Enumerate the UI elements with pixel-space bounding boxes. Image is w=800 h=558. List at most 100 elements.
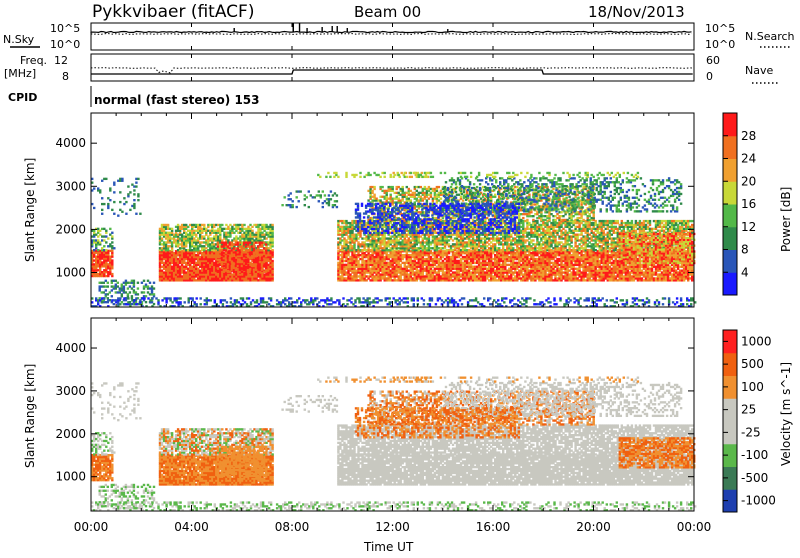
- power-cell: [105, 241, 107, 243]
- power-cell: [137, 293, 139, 295]
- power-cell: [121, 178, 123, 180]
- power-cell: [582, 254, 584, 256]
- power-cell: [181, 224, 183, 226]
- power-cell: [623, 268, 625, 270]
- power-cell: [107, 285, 109, 287]
- power-cell: [181, 228, 183, 230]
- freq-unit-label: [MHz]: [4, 67, 36, 80]
- power-cell: [502, 258, 504, 260]
- power-cell: [462, 273, 464, 275]
- power-cell: [111, 275, 113, 277]
- power-cell: [683, 273, 685, 275]
- power-cell: [290, 192, 292, 194]
- power-cell: [101, 197, 103, 199]
- power-cell: [201, 264, 203, 266]
- power-cell: [105, 249, 107, 251]
- power-cell: [111, 265, 113, 267]
- power-cell: [490, 254, 492, 256]
- power-cell: [107, 203, 109, 205]
- power-cell: [161, 243, 163, 245]
- power-cell: [111, 235, 113, 237]
- power-cell: [99, 241, 101, 243]
- power-cell: [109, 291, 111, 293]
- power-cell: [181, 234, 183, 236]
- power-cell: [462, 256, 464, 258]
- power-cell: [402, 258, 404, 260]
- power-cell: [133, 193, 135, 195]
- power-cell: [125, 213, 127, 215]
- power-cell: [582, 273, 584, 275]
- power-cell: [422, 258, 424, 260]
- power-cell: [113, 213, 115, 215]
- power-cell: [137, 178, 139, 180]
- power-cell: [663, 273, 665, 275]
- power-cell: [233, 271, 235, 273]
- nsky-trace: [91, 31, 692, 32]
- power-cell: [582, 268, 584, 270]
- power-cell: [308, 206, 310, 208]
- power-cell: [105, 178, 107, 180]
- power-cell: [562, 254, 564, 256]
- power-cell: [265, 263, 267, 265]
- beam-title: Beam 00: [354, 3, 421, 21]
- power-cell: [422, 277, 424, 279]
- power-cell: [381, 268, 383, 270]
- power-cell: [281, 204, 283, 206]
- power-cell: [341, 245, 343, 247]
- power-cell: [462, 258, 464, 260]
- nsearch-label: N.Search: [745, 30, 795, 43]
- power-cell: [243, 224, 245, 226]
- power-cell: [482, 264, 484, 266]
- power-cell: [562, 258, 564, 260]
- power-cell: [201, 277, 203, 279]
- power-cell: [133, 280, 135, 282]
- power-cell: [261, 228, 263, 230]
- power-cell: [167, 224, 169, 226]
- power-cell: [251, 230, 253, 232]
- power-cell: [113, 182, 115, 184]
- power-cell: [241, 253, 243, 255]
- power-cell: [271, 224, 273, 226]
- nsearch-tick-bottom: 10^0: [705, 38, 735, 51]
- power-cell: [402, 268, 404, 270]
- power-cell: [261, 265, 263, 267]
- power-cell: [121, 284, 123, 286]
- power-cell: [221, 228, 223, 230]
- power-cell: [691, 268, 693, 270]
- power-cell: [161, 232, 163, 234]
- power-cell: [141, 282, 143, 284]
- power-cell: [298, 200, 300, 202]
- power-cells: [91, 172, 696, 308]
- power-cell: [133, 199, 135, 201]
- power-cell: [271, 241, 273, 243]
- power-cell: [221, 242, 223, 244]
- power-cell: [217, 255, 219, 257]
- power-cell: [111, 245, 113, 247]
- power-cell: [101, 203, 103, 205]
- power-cell: [361, 268, 363, 270]
- power-cell: [127, 193, 129, 195]
- power-cell: [562, 275, 564, 277]
- power-cell: [341, 258, 343, 260]
- power-cell: [101, 291, 103, 293]
- power-cell: [603, 273, 605, 275]
- power-cell: [223, 265, 225, 267]
- power-cell: [201, 241, 203, 243]
- power-cell: [290, 198, 292, 200]
- power-cell: [271, 273, 273, 275]
- power-cell: [341, 228, 343, 230]
- power-cell: [161, 254, 163, 256]
- power-cell: [111, 241, 113, 243]
- power-cell: [249, 242, 251, 244]
- power-cell: [111, 250, 113, 252]
- power-cell: [322, 202, 324, 204]
- power-cell: [322, 190, 324, 192]
- power-cell: [442, 273, 444, 275]
- power-cell: [223, 271, 225, 273]
- power-cell: [261, 257, 263, 259]
- power-cell: [115, 280, 117, 282]
- power-cell: [330, 198, 332, 200]
- power-cell: [217, 265, 219, 267]
- power-cell: [101, 282, 103, 284]
